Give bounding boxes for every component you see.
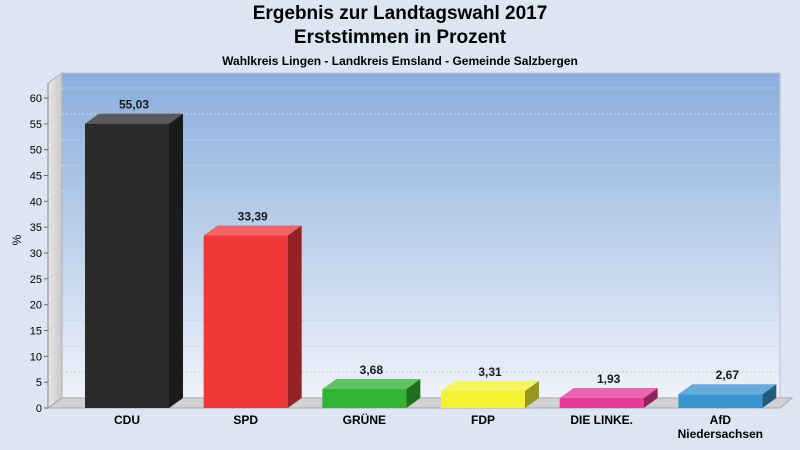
- gridline-side: [47, 216, 63, 228]
- bar-side: [169, 113, 183, 408]
- y-tick-label: 30: [30, 248, 42, 260]
- gridline-side: [47, 190, 63, 202]
- data-label: 33,39: [238, 209, 268, 223]
- data-label: 1,93: [597, 372, 621, 386]
- y-tick-label: 55: [30, 119, 42, 131]
- bar-top: [678, 384, 777, 395]
- bar: [85, 123, 169, 408]
- y-tick-label: 50: [30, 145, 42, 157]
- bar-side: [762, 384, 777, 408]
- bar: [559, 398, 644, 408]
- data-label: 3,68: [360, 363, 384, 377]
- bar: [203, 235, 288, 408]
- y-tick-label: 60: [30, 93, 42, 105]
- x-tick-label: Niedersachsen: [678, 427, 763, 441]
- y-tick-label: 5: [36, 377, 42, 389]
- gridline-side: [47, 268, 63, 280]
- bar-side: [525, 380, 539, 408]
- y-tick-label: 45: [30, 171, 42, 183]
- bar: [678, 394, 763, 408]
- x-tick-label: DIE LINKE.: [570, 413, 633, 427]
- y-tick-label: 40: [30, 196, 42, 208]
- y-tick-label: 20: [30, 300, 42, 312]
- gridline-side: [47, 113, 63, 125]
- gridline-side: [47, 87, 63, 99]
- data-label: 3,31: [478, 365, 502, 379]
- chart-subtitle: Wahlkreis Lingen - Landkreis Emsland - G…: [222, 54, 578, 68]
- y-tick-label: 35: [30, 222, 42, 234]
- x-tick-label: GRÜNE: [343, 412, 386, 427]
- data-label: 55,03: [119, 98, 149, 112]
- bar: [322, 388, 407, 408]
- bar-top: [559, 388, 658, 399]
- x-tick-label: SPD: [233, 413, 258, 427]
- bar-side: [406, 378, 421, 408]
- x-tick-label: AfD: [710, 413, 732, 427]
- x-tick-label: CDU: [114, 413, 140, 427]
- y-tick-label: 10: [30, 351, 42, 363]
- gridline-side: [47, 139, 63, 151]
- bar-side: [643, 388, 658, 408]
- gridline-side: [47, 345, 63, 357]
- x-tick-label: FDP: [471, 413, 495, 427]
- chart-title-line-2: Erststimmen in Prozent: [293, 27, 507, 48]
- y-tick-label: 25: [30, 274, 42, 286]
- y-tick-label: 15: [30, 326, 42, 338]
- gridline-side: [47, 294, 63, 306]
- gridline-side: [47, 320, 63, 331]
- bar-top: [203, 225, 302, 236]
- y-tick-label: 0: [36, 403, 42, 415]
- bar-top: [85, 113, 183, 124]
- bar-top: [441, 380, 539, 391]
- bar-top: [322, 378, 421, 389]
- gridline-side: [47, 371, 63, 383]
- bar-side: [287, 225, 302, 408]
- gridline-side: [47, 165, 63, 176]
- chart-title: Ergebnis zur Landtagswahl 2017: [252, 3, 548, 24]
- data-label: 2,67: [716, 368, 740, 382]
- y-axis-label: %: [10, 234, 24, 245]
- bar: [441, 390, 525, 408]
- plot-side-wall: [47, 72, 63, 409]
- gridline-side: [47, 242, 63, 254]
